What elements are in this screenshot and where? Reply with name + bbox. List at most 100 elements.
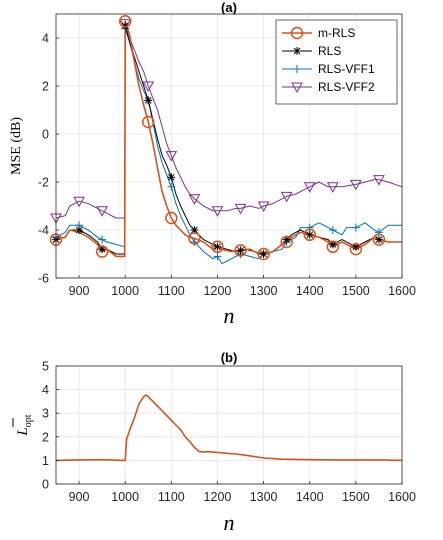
marker-rls: [305, 230, 314, 239]
series-line-lopt: [55, 394, 403, 462]
marker-m-rls: [95, 245, 109, 258]
legend-marker-m-rls: [290, 26, 304, 40]
x-tick-label: 900: [69, 284, 90, 298]
x-tick-label: 1000: [111, 490, 139, 504]
marker-rls: [328, 240, 337, 249]
panel-a-xlabel: n: [224, 303, 235, 328]
marker-rls-vff2: [280, 191, 293, 203]
marker-rls-vff2: [350, 179, 362, 191]
legend-marker-rls-vff2: [291, 82, 303, 94]
x-tick-label: 1200: [204, 284, 232, 298]
y-tick-label: -2: [38, 176, 49, 190]
marker-rls-vff2: [188, 194, 201, 205]
marker-rls: [75, 226, 84, 234]
axes-box-b: [55, 365, 403, 485]
legend: m-RLS RLS RLS-VFF1 RLS-VFF2: [275, 19, 398, 105]
marker-m-rls: [303, 228, 316, 242]
x-tick-label: 900: [69, 490, 90, 504]
marker-rls-vff1: [328, 226, 337, 234]
series-markers-a: [49, 14, 386, 261]
x-tick-label: 1200: [204, 490, 232, 504]
marker-m-rls: [211, 240, 224, 254]
x-tick-label: 1100: [158, 284, 185, 298]
marker-m-rls: [118, 14, 132, 28]
marker-rls: [98, 245, 107, 254]
tick-labels-b: 900 1000 1100 1200 1300 1400 1500 1600 0 1 2 3 4 5: [42, 360, 416, 505]
marker-rls-vff2: [165, 151, 178, 162]
panel-b-ylabel: Lopt: [12, 414, 34, 437]
panel-b-xlabel: n: [224, 510, 235, 535]
panel-a-ylabel: MSE (dB): [9, 117, 24, 175]
x-tick-label: 1500: [342, 284, 370, 298]
marker-rls-vff1: [98, 235, 107, 244]
marker-m-rls: [326, 240, 340, 254]
legend-label-rls: RLS: [318, 44, 341, 58]
marker-m-rls: [257, 247, 270, 261]
marker-rls-vff2: [96, 206, 108, 217]
marker-rls: [167, 173, 176, 182]
marker-m-rls: [234, 244, 247, 257]
marker-rls-vff1: [190, 238, 199, 246]
x-tick-label: 1400: [296, 490, 324, 504]
x-tick-label: 1300: [250, 490, 278, 504]
marker-rls: [144, 96, 153, 105]
marker-rls-vff1: [213, 252, 222, 261]
marker-rls: [282, 235, 291, 244]
y-tick-label: 4: [42, 383, 49, 397]
marker-rls-vff2: [234, 203, 247, 215]
marker-m-rls: [349, 242, 363, 256]
legend-marker-rls: [293, 47, 301, 55]
marker-rls-vff1: [351, 223, 360, 232]
marker-rls-vff2: [303, 182, 316, 193]
x-tick-label: 1400: [296, 284, 324, 298]
x-tick-label: 1000: [111, 284, 139, 298]
legend-entry-rls-vff2: RLS-VFF2: [282, 80, 375, 94]
marker-rls-vff2: [373, 175, 385, 186]
marker-rls-vff1: [305, 223, 314, 232]
marker-rls-vff1: [167, 182, 176, 191]
legend-entry-m-rls: m-RLS: [282, 26, 355, 40]
legend-label-rls-vff1: RLS-VFF1: [318, 62, 375, 76]
marker-rls: [374, 235, 383, 244]
y-tick-label: 2: [42, 80, 49, 94]
plot-area-b: [56, 366, 402, 484]
legend-label-rls-vff2: RLS-VFF2: [318, 80, 375, 94]
panel-b-ylabel-text: Lopt: [15, 414, 34, 436]
y-tick-label: -6: [38, 272, 49, 286]
y-tick-label: 3: [42, 407, 49, 421]
panel-b: 900 1000 1100 1200 1300 1400 1500 1600 0 1 2 3 4 5 (b…: [12, 350, 416, 535]
legend-entry-rls: RLS: [282, 44, 341, 58]
legend-marker-rls-vff1: [293, 65, 301, 73]
y-tick-label: 5: [42, 360, 49, 374]
marker-m-rls: [280, 235, 293, 249]
marker-rls: [190, 226, 199, 234]
panel-b-title: (b): [221, 350, 238, 365]
marker-rls: [351, 242, 360, 251]
marker-m-rls: [142, 115, 155, 129]
marker-rls-vff1: [374, 228, 383, 237]
x-tick-label: 1600: [388, 490, 416, 504]
tick-labels-a: 900 1000 1100 1200 1300 1400 1500 1600 -6 -4 -2 0 2 4: [38, 32, 416, 299]
y-tick-label: 4: [42, 32, 49, 46]
marker-rls: [236, 246, 245, 255]
y-tick-label: 2: [42, 430, 49, 444]
marker-m-rls: [372, 233, 386, 246]
x-tick-label: 1300: [250, 284, 278, 298]
axes-box-a: [55, 13, 403, 279]
marker-m-rls: [165, 211, 178, 225]
marker-rls: [259, 250, 268, 258]
marker-rls-vff2: [73, 196, 85, 208]
marker-rls: [213, 242, 222, 251]
y-tick-label: 1: [42, 454, 49, 468]
y-tick-label: 0: [42, 478, 49, 492]
panel-a-title: (a): [221, 0, 237, 15]
marker-rls-vff2: [211, 206, 224, 217]
legend-label-m-rls: m-RLS: [318, 26, 355, 40]
x-tick-label: 1100: [158, 490, 185, 504]
panel-a: 900 1000 1100 1200 1300 1400 1500 1600 -6 -4 -2 0 2 4…: [9, 0, 416, 328]
series-lines-b: [55, 394, 403, 462]
y-tick-label: -4: [38, 224, 49, 238]
marker-m-rls: [188, 232, 201, 245]
legend-entry-rls-vff1: RLS-VFF1: [282, 62, 375, 76]
